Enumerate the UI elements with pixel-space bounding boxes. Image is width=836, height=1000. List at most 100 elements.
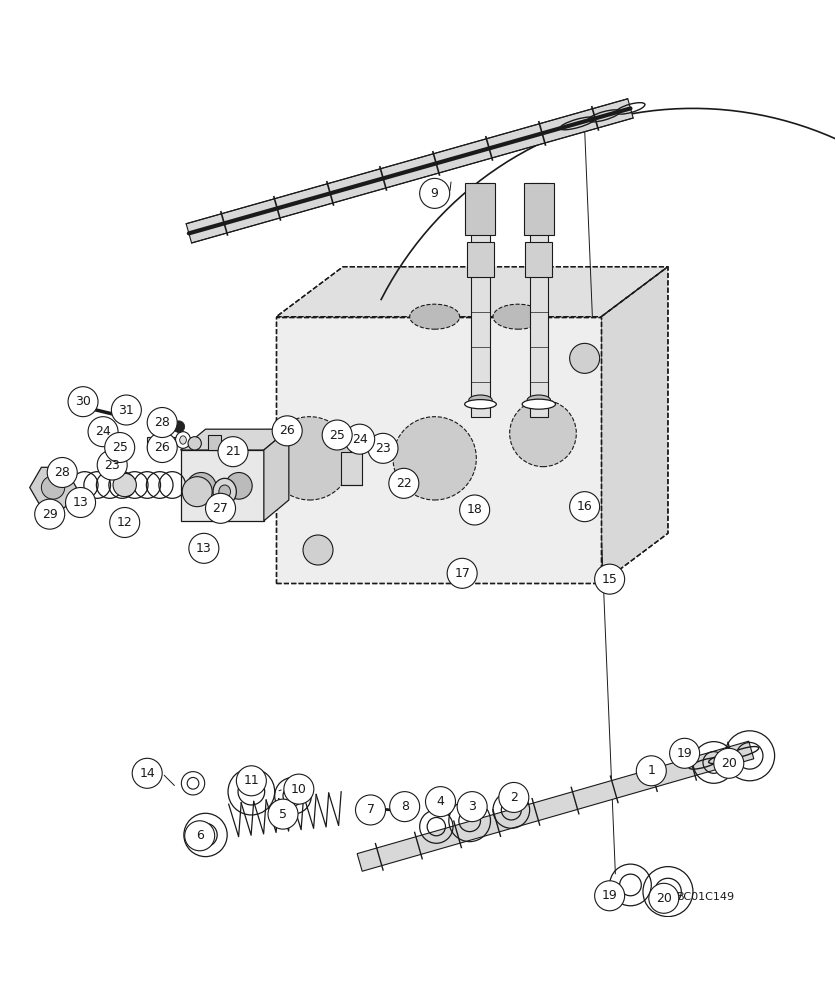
Bar — [181, 450, 264, 521]
Text: 17: 17 — [454, 567, 470, 580]
Circle shape — [42, 476, 64, 499]
Circle shape — [303, 535, 333, 565]
Circle shape — [226, 473, 252, 499]
Circle shape — [185, 821, 215, 851]
FancyBboxPatch shape — [277, 317, 601, 583]
Text: 14: 14 — [140, 767, 155, 780]
Circle shape — [173, 421, 185, 433]
Text: 21: 21 — [225, 445, 241, 458]
Text: 28: 28 — [54, 466, 70, 479]
Polygon shape — [30, 467, 76, 508]
Circle shape — [670, 738, 700, 768]
Text: 19: 19 — [602, 889, 618, 902]
Bar — [530, 183, 548, 417]
Text: 13: 13 — [196, 542, 212, 555]
Text: 10: 10 — [291, 783, 307, 796]
Ellipse shape — [493, 304, 543, 329]
Circle shape — [714, 748, 744, 778]
Bar — [147, 437, 176, 450]
Circle shape — [104, 433, 135, 463]
Text: 5: 5 — [279, 808, 287, 821]
Text: 11: 11 — [243, 774, 259, 787]
Ellipse shape — [528, 395, 550, 405]
Circle shape — [186, 473, 217, 502]
Text: 6: 6 — [196, 829, 204, 842]
Polygon shape — [601, 267, 668, 583]
Circle shape — [344, 424, 375, 454]
Text: 24: 24 — [95, 425, 111, 438]
Text: 16: 16 — [577, 500, 593, 513]
Circle shape — [188, 437, 201, 450]
Text: 23: 23 — [375, 442, 391, 455]
Text: 31: 31 — [119, 404, 135, 417]
Circle shape — [147, 433, 177, 463]
Text: 13: 13 — [73, 496, 89, 509]
Text: 1: 1 — [647, 764, 655, 777]
Ellipse shape — [465, 400, 497, 409]
Polygon shape — [277, 267, 668, 317]
Circle shape — [389, 468, 419, 498]
Text: 28: 28 — [155, 416, 171, 429]
Text: 25: 25 — [112, 441, 128, 454]
Circle shape — [569, 492, 599, 522]
Circle shape — [97, 450, 127, 480]
Circle shape — [206, 493, 236, 523]
Polygon shape — [186, 99, 633, 243]
Text: 18: 18 — [466, 503, 482, 516]
Circle shape — [460, 495, 490, 525]
Circle shape — [35, 499, 64, 529]
Circle shape — [420, 178, 450, 208]
Text: 26: 26 — [279, 424, 295, 437]
Ellipse shape — [180, 436, 186, 444]
Bar — [524, 183, 553, 235]
Circle shape — [111, 395, 141, 425]
Circle shape — [217, 504, 225, 512]
Text: 29: 29 — [42, 508, 58, 521]
Bar — [208, 435, 221, 450]
Circle shape — [110, 507, 140, 537]
Text: 26: 26 — [155, 441, 170, 454]
Bar — [341, 452, 362, 485]
Circle shape — [390, 792, 420, 822]
Circle shape — [569, 343, 599, 373]
Circle shape — [649, 883, 679, 913]
Circle shape — [426, 787, 456, 817]
Circle shape — [447, 558, 477, 588]
Polygon shape — [357, 741, 754, 871]
Circle shape — [132, 758, 162, 788]
Text: 25: 25 — [329, 429, 345, 442]
Bar — [467, 242, 494, 277]
Circle shape — [273, 416, 302, 446]
Circle shape — [393, 417, 477, 500]
Ellipse shape — [176, 432, 191, 448]
Text: 20: 20 — [721, 757, 737, 770]
Circle shape — [368, 433, 398, 463]
Circle shape — [594, 881, 624, 911]
Circle shape — [218, 437, 248, 467]
Ellipse shape — [410, 304, 460, 329]
Text: 22: 22 — [396, 477, 411, 490]
Circle shape — [594, 564, 624, 594]
Circle shape — [182, 477, 212, 507]
Text: 3: 3 — [468, 800, 476, 813]
Circle shape — [237, 766, 267, 796]
Polygon shape — [264, 429, 289, 521]
Circle shape — [401, 802, 418, 818]
Circle shape — [499, 782, 529, 812]
Circle shape — [268, 799, 298, 829]
Polygon shape — [181, 429, 289, 450]
Circle shape — [355, 795, 385, 825]
Text: 9: 9 — [431, 187, 439, 200]
Circle shape — [47, 458, 77, 488]
Circle shape — [113, 473, 136, 497]
Circle shape — [88, 417, 118, 447]
Ellipse shape — [219, 485, 231, 498]
Circle shape — [636, 756, 666, 786]
Text: 8: 8 — [400, 800, 409, 813]
Circle shape — [268, 417, 351, 500]
Text: 30: 30 — [75, 395, 91, 408]
Text: 12: 12 — [117, 516, 133, 529]
Text: BC01C149: BC01C149 — [676, 892, 735, 902]
Ellipse shape — [522, 399, 555, 409]
Text: 4: 4 — [436, 795, 445, 808]
